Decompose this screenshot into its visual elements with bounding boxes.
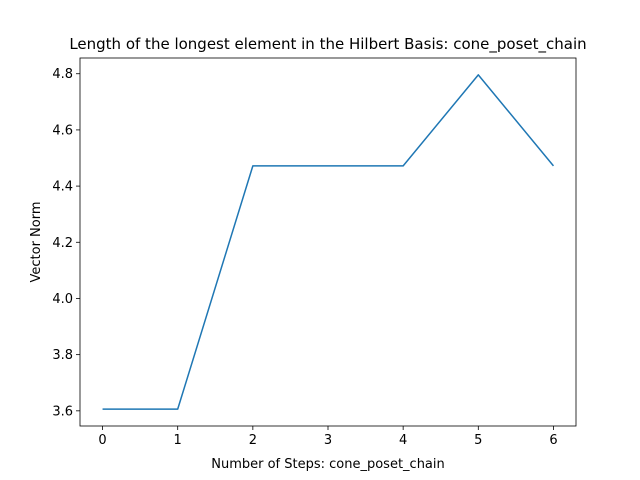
x-tick-label: 2 <box>249 433 257 448</box>
y-tick-label: 4.2 <box>52 236 73 251</box>
series-line-0 <box>102 74 555 410</box>
x-tick-label: 4 <box>399 433 407 448</box>
x-tick-label: 3 <box>324 433 332 448</box>
y-axis-label: Vector Norm <box>29 201 44 282</box>
y-tick-label: 3.8 <box>52 348 73 363</box>
y-tick-label: 4.0 <box>52 292 73 307</box>
x-tick-label: 5 <box>474 433 482 448</box>
x-tick-label: 1 <box>174 433 182 448</box>
chart-title: Length of the longest element in the Hil… <box>69 35 586 54</box>
y-tick-label: 4.6 <box>52 123 73 138</box>
x-tick-label: 6 <box>549 433 557 448</box>
y-tick-label: 4.4 <box>52 180 73 195</box>
plot-area: 0 1 2 3 4 5 6 3.6 3.8 4.0 4.2 4.4 4.6 4.8 <box>52 57 577 448</box>
x-tick-label: 0 <box>98 433 106 448</box>
y-tick-label: 3.6 <box>52 404 73 419</box>
axes-frame <box>79 57 577 427</box>
y-tick-label: 4.8 <box>52 67 73 82</box>
x-axis-label: Number of Steps: cone_poset_chain <box>211 457 445 472</box>
